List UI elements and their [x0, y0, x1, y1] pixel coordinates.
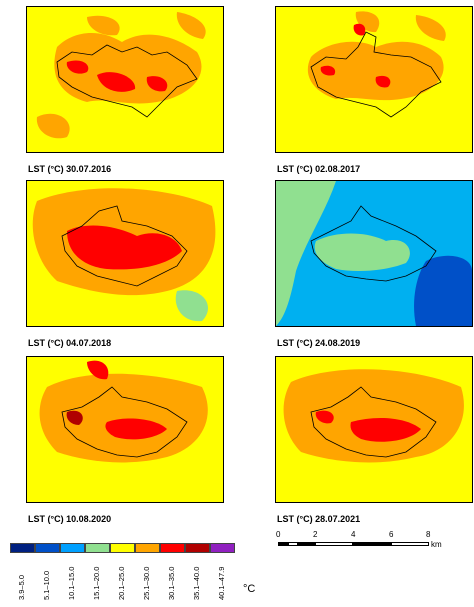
map-panel-2019	[275, 180, 473, 327]
legend-label: 15.1–20.0	[92, 566, 101, 600]
legend-swatch-0	[10, 543, 35, 553]
scale-tick-4: 4	[351, 530, 356, 539]
map-panel-2017	[275, 6, 473, 153]
scale-segment	[353, 542, 391, 546]
map-panel-2021	[275, 356, 473, 503]
lst-map-2019	[276, 181, 472, 326]
lst-map-2017	[276, 7, 472, 152]
map-panel-2016	[26, 6, 224, 153]
panel-caption: LST (°C) 24.08.2019	[277, 338, 361, 348]
legend-swatch-4	[110, 543, 135, 553]
panel-caption: LST (°C) 30.07.2016	[28, 164, 112, 174]
legend-label: 30.1–35.0	[167, 566, 176, 600]
scale-segment	[288, 542, 298, 546]
panel-caption: LST (°C) 02.08.2017	[277, 164, 361, 174]
lst-map-2016	[27, 7, 223, 152]
lst-map-2018	[27, 181, 223, 326]
scale-unit: km	[431, 540, 442, 549]
legend-label: 20.1–25.0	[117, 566, 126, 600]
legend-label: 35.1–40.0	[192, 566, 201, 600]
scale-segment	[298, 542, 315, 546]
panel-caption: LST (°C) 10.08.2020	[28, 514, 112, 524]
scale-segment	[278, 542, 288, 546]
scale-tick-0: 0	[276, 530, 281, 539]
legend-swatch-1	[35, 543, 60, 553]
legend-swatch-7	[185, 543, 210, 553]
legend-label: 5.1–10.0	[42, 570, 51, 600]
scale-segment	[391, 542, 429, 546]
panel-caption: LST (°C) 28.07.2021	[277, 514, 361, 524]
legend-unit: °C	[243, 583, 256, 595]
map-panel-2018	[26, 180, 224, 327]
lst-map-2020	[27, 357, 223, 502]
legend-swatch-3	[85, 543, 110, 553]
panel-caption: LST (°C) 04.07.2018	[28, 338, 112, 348]
legend-label: 25.1–30.0	[142, 566, 151, 600]
legend-label: 10.1–15.0	[67, 566, 76, 600]
legend-swatch-2	[60, 543, 85, 553]
legend-label: 3.9–5.0	[17, 574, 26, 600]
scale-tick-6: 6	[389, 530, 394, 539]
legend-swatch-6	[160, 543, 185, 553]
scale-tick-2: 2	[313, 530, 318, 539]
legend-swatch-5	[135, 543, 160, 553]
scale-tick-8: 8	[426, 530, 431, 539]
lst-map-2021	[276, 357, 472, 502]
scale-segment	[315, 542, 353, 546]
legend-label: 40.1–47.9	[217, 566, 226, 600]
map-panel-2020	[26, 356, 224, 503]
legend-swatch-8	[210, 543, 235, 553]
